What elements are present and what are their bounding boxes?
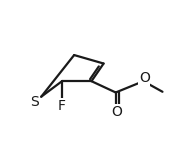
Text: O: O <box>111 105 122 119</box>
Text: O: O <box>139 71 150 85</box>
Text: S: S <box>30 95 39 109</box>
Text: F: F <box>58 99 66 113</box>
